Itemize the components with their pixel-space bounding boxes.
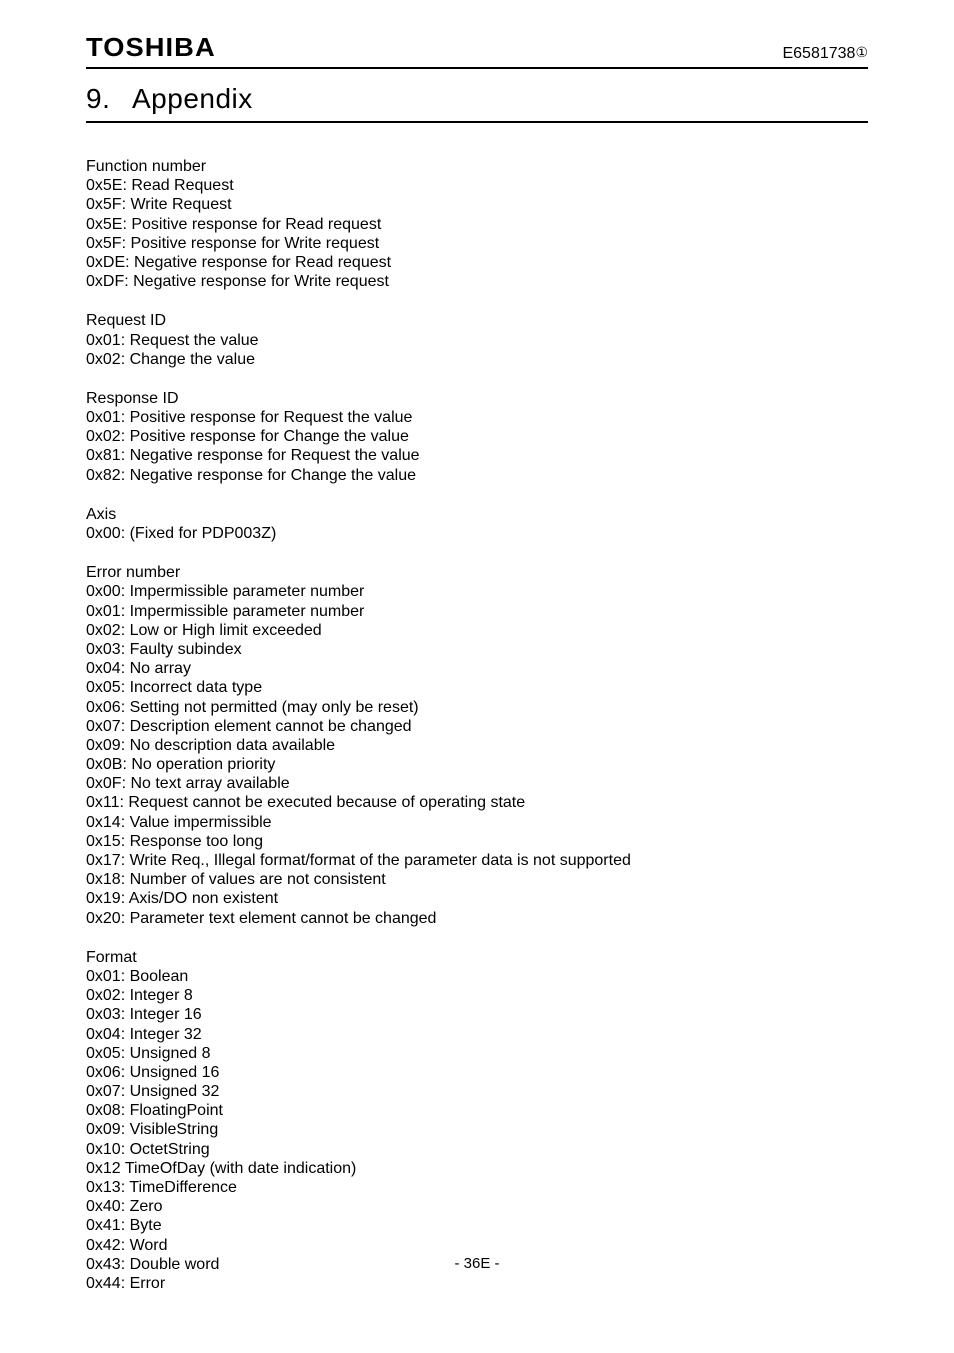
definition-line: 0x08: FloatingPoint [86,1101,868,1120]
section-title: Format [86,948,868,967]
docnum-suffix: ① [855,44,868,61]
chapter-title: Appendix [132,83,253,114]
definition-line: 0x44: Error [86,1274,868,1293]
definition-line: 0x18: Number of values are not consisten… [86,870,868,889]
section-title: Request ID [86,311,868,330]
definition-line: 0x13: TimeDifference [86,1178,868,1197]
section: Error number0x00: Impermissible paramete… [86,563,868,928]
definition-line: 0x5E: Positive response for Read request [86,215,868,234]
definition-line: 0x04: Integer 32 [86,1025,868,1044]
section: Response ID0x01: Positive response for R… [86,389,868,485]
definition-line: 0x0B: No operation priority [86,755,868,774]
definition-line: 0x09: No description data available [86,736,868,755]
page-footer: - 36E - [0,1255,954,1272]
definition-line: 0x00: (Fixed for PDP003Z) [86,524,868,543]
definition-line: 0x01: Positive response for Request the … [86,408,868,427]
definition-line: 0x06: Unsigned 16 [86,1063,868,1082]
docnum-text: E6581738 [782,45,855,62]
section: Axis0x00: (Fixed for PDP003Z) [86,505,868,543]
definition-line: 0x02: Change the value [86,350,868,369]
definition-line: 0x5F: Positive response for Write reques… [86,234,868,253]
definition-line: 0x5F: Write Request [86,195,868,214]
definition-line: 0x12 TimeOfDay (with date indication) [86,1159,868,1178]
definition-line: 0x06: Setting not permitted (may only be… [86,698,868,717]
document-number: E6581738① [782,44,868,63]
section: Request ID0x01: Request the value0x02: C… [86,311,868,369]
definition-line: 0x42: Word [86,1236,868,1255]
definition-line: 0x41: Byte [86,1216,868,1235]
definition-line: 0x5E: Read Request [86,176,868,195]
section-title: Function number [86,157,868,176]
definition-line: 0xDE: Negative response for Read request [86,253,868,272]
definition-line: 0x09: VisibleString [86,1120,868,1139]
definition-line: 0x03: Faulty subindex [86,640,868,659]
definition-line: 0x15: Response too long [86,832,868,851]
definition-line: 0x17: Write Req., Illegal format/format … [86,851,868,870]
definition-line: 0x20: Parameter text element cannot be c… [86,909,868,928]
chapter-heading: 9.Appendix [86,83,868,123]
definition-line: 0x14: Value impermissible [86,813,868,832]
definition-line: 0x82: Negative response for Change the v… [86,466,868,485]
page-header: TOSHIBA E6581738① [86,32,868,69]
definition-line: 0x10: OctetString [86,1140,868,1159]
section-title: Axis [86,505,868,524]
definition-line: 0x0F: No text array available [86,774,868,793]
definition-line: 0xDF: Negative response for Write reques… [86,272,868,291]
definition-line: 0x81: Negative response for Request the … [86,446,868,465]
definition-line: 0x07: Description element cannot be chan… [86,717,868,736]
definition-line: 0x19: Axis/DO non existent [86,889,868,908]
definition-line: 0x05: Incorrect data type [86,678,868,697]
definition-line: 0x01: Impermissible parameter number [86,602,868,621]
definition-line: 0x01: Boolean [86,967,868,986]
section-title: Response ID [86,389,868,408]
definition-line: 0x02: Integer 8 [86,986,868,1005]
chapter-number: 9. [86,83,132,115]
brand-logo: TOSHIBA [86,32,216,63]
definition-line: 0x02: Positive response for Change the v… [86,427,868,446]
definition-line: 0x03: Integer 16 [86,1005,868,1024]
definition-line: 0x05: Unsigned 8 [86,1044,868,1063]
section-title: Error number [86,563,868,582]
definition-line: 0x04: No array [86,659,868,678]
definition-line: 0x11: Request cannot be executed because… [86,793,868,812]
definition-line: 0x00: Impermissible parameter number [86,582,868,601]
section: Format0x01: Boolean0x02: Integer 80x03: … [86,948,868,1293]
definition-line: 0x02: Low or High limit exceeded [86,621,868,640]
content-body: Function number0x5E: Read Request0x5F: W… [86,157,868,1293]
definition-line: 0x40: Zero [86,1197,868,1216]
definition-line: 0x07: Unsigned 32 [86,1082,868,1101]
section: Function number0x5E: Read Request0x5F: W… [86,157,868,291]
definition-line: 0x01: Request the value [86,331,868,350]
